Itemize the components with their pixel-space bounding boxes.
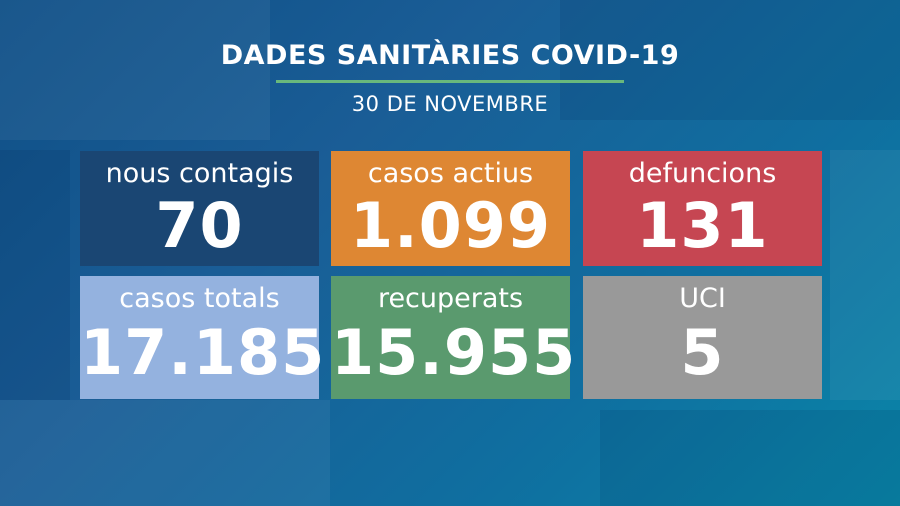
stat-card-casos-actius: casos actius 1.099 — [331, 151, 570, 266]
stat-value: 17.185 — [80, 316, 326, 389]
date-subtitle: 30 DE NOVEMBRE — [351, 92, 549, 116]
background-panel — [0, 400, 330, 506]
stat-label: nous contagis — [105, 158, 294, 189]
background-panel — [0, 0, 270, 140]
stat-label: casos actius — [367, 158, 534, 189]
stat-value: 131 — [636, 189, 769, 262]
stat-label: defuncions — [628, 158, 777, 189]
stat-card-recuperats: recuperats 15.955 — [331, 276, 577, 399]
stat-label: casos totals — [119, 283, 280, 314]
page-title: DADES SANITÀRIES COVID-19 — [220, 40, 680, 71]
background-panel — [0, 150, 70, 400]
stat-card-uci: UCI 5 — [583, 276, 822, 399]
background-panel — [560, 0, 900, 120]
stat-value: 1.099 — [349, 189, 552, 262]
title-underline — [276, 80, 624, 83]
stat-value: 5 — [680, 316, 725, 389]
background-panel — [600, 410, 900, 506]
stat-label: UCI — [679, 283, 726, 314]
stat-card-casos-totals: casos totals 17.185 — [80, 276, 326, 399]
stat-card-defuncions: defuncions 131 — [583, 151, 822, 266]
stat-value: 15.955 — [331, 316, 577, 389]
stat-label: recuperats — [377, 283, 524, 314]
stat-value: 70 — [155, 189, 244, 262]
stat-card-nous-contagis: nous contagis 70 — [80, 151, 319, 266]
background-panel — [830, 150, 900, 400]
